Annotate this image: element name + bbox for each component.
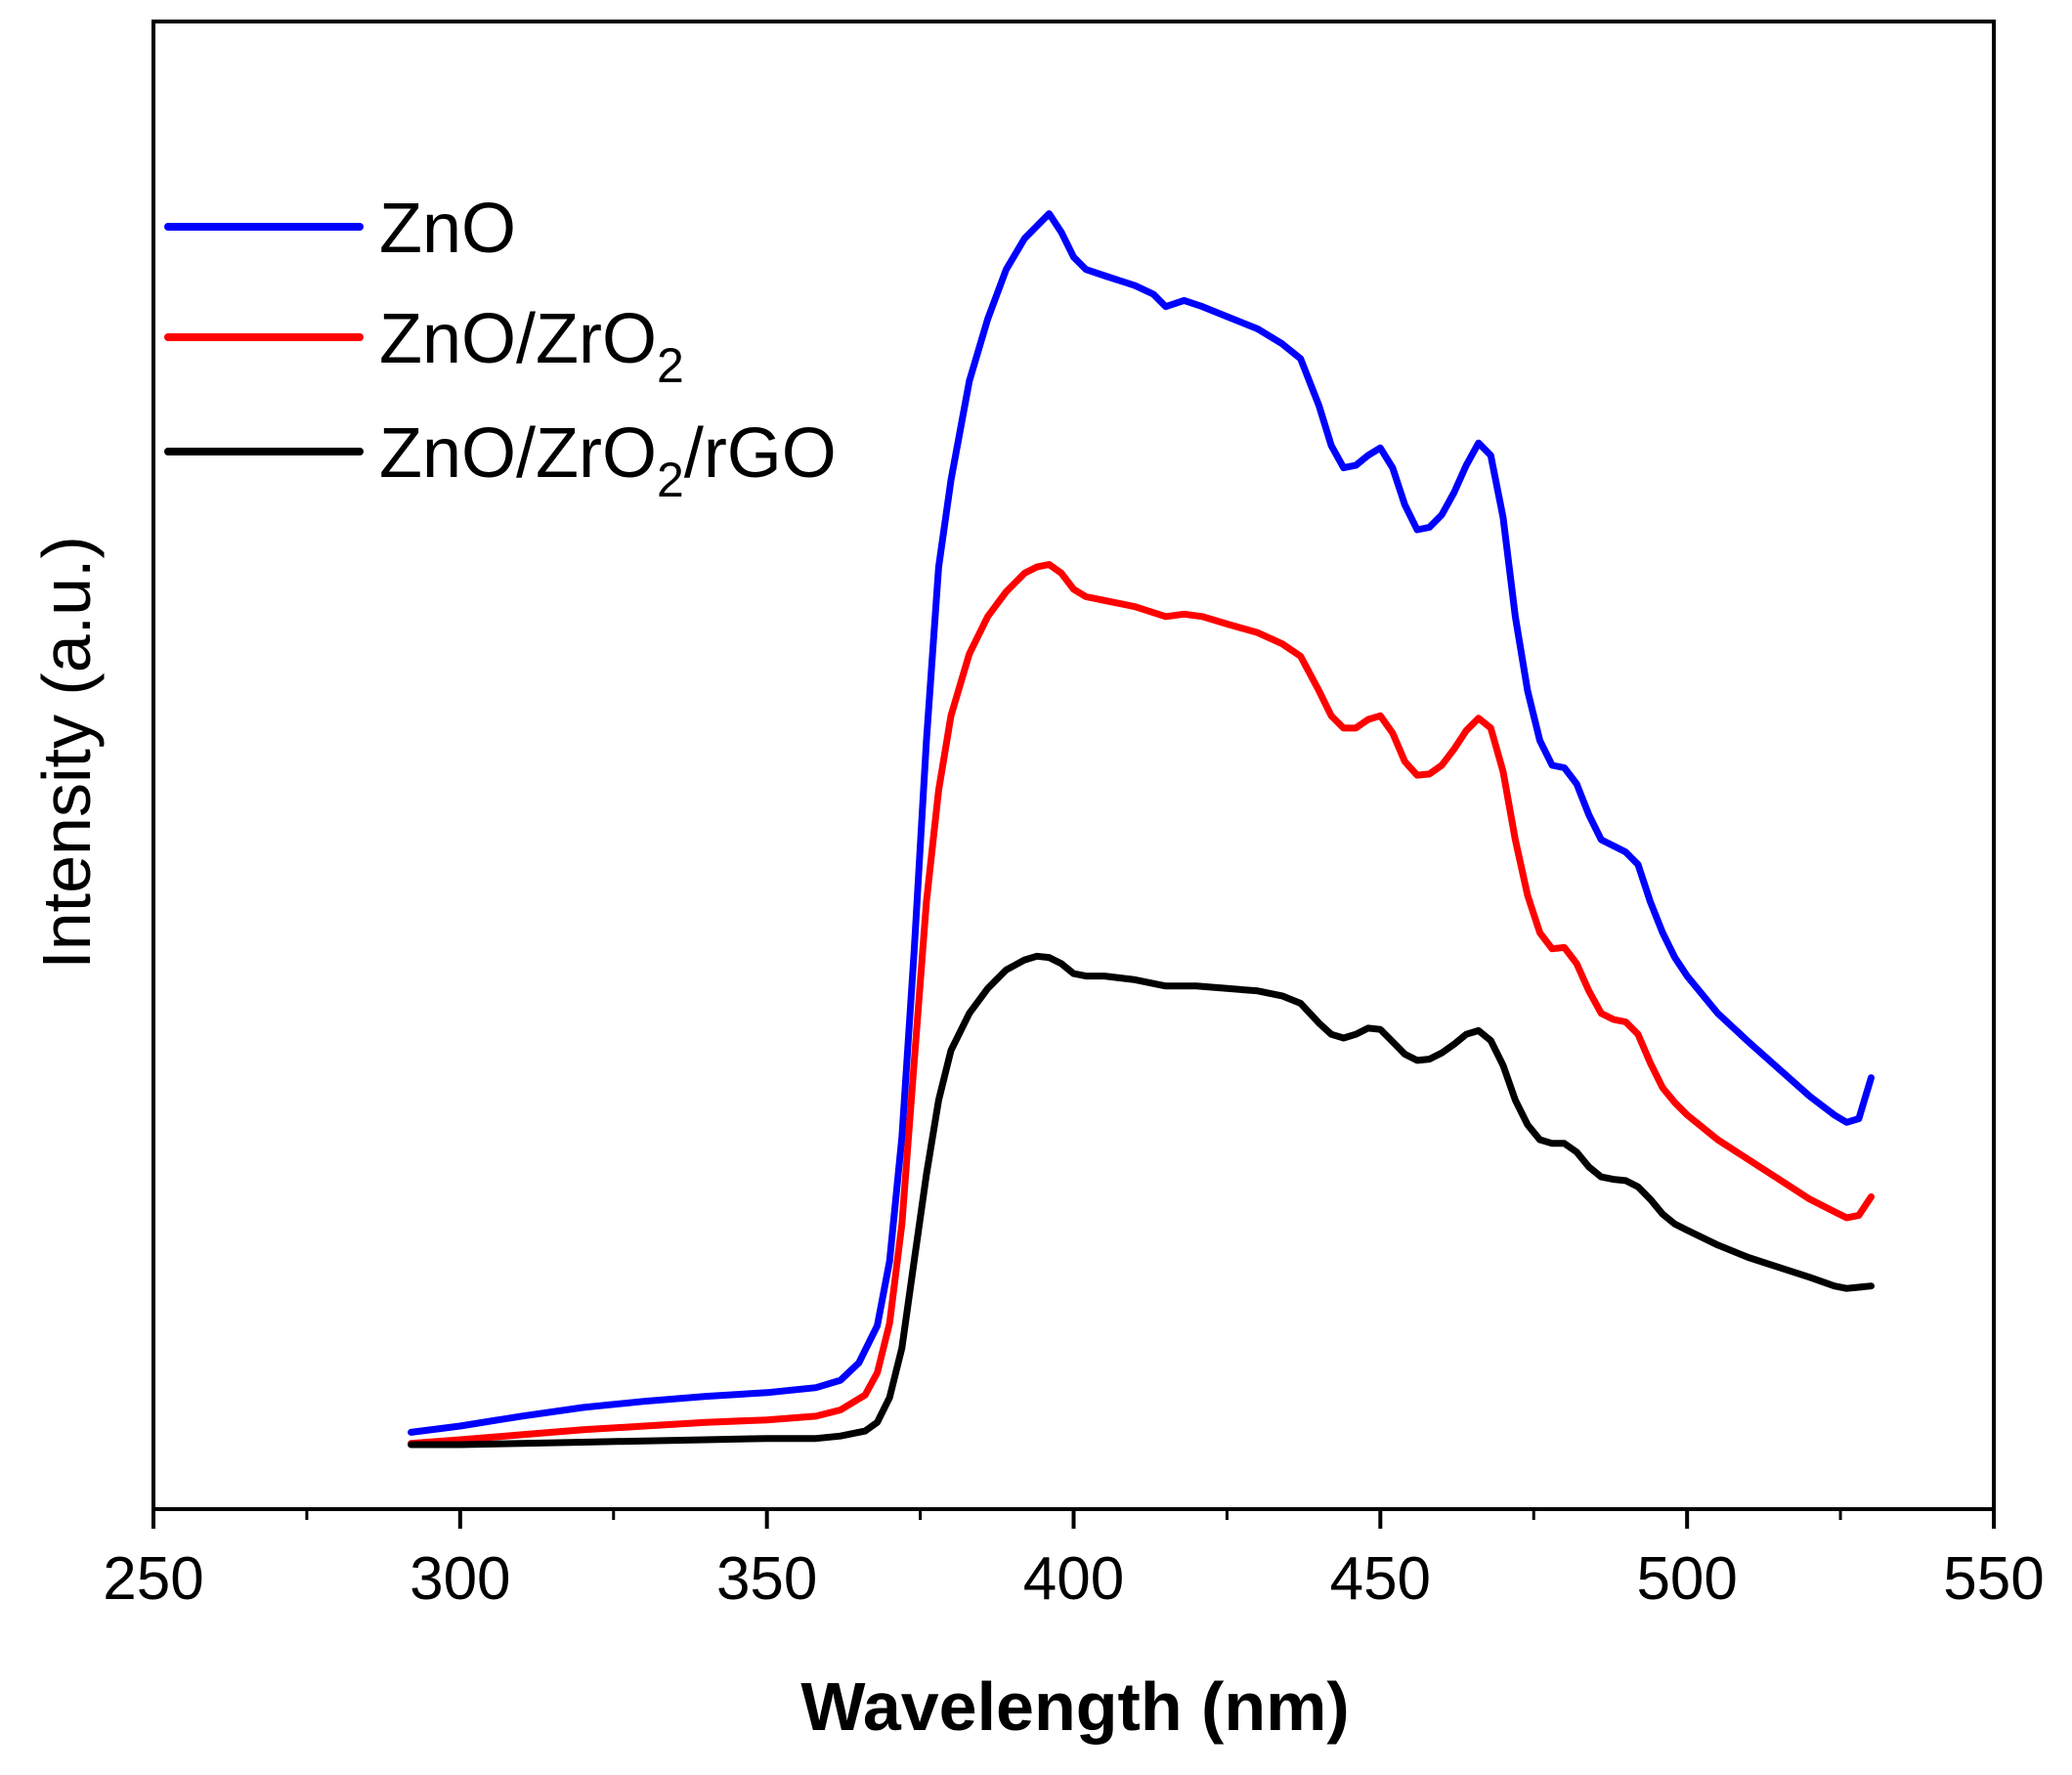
y-axis-title: Intensity (a.u.) [28,536,105,970]
x-tick-label-300: 300 [410,1545,510,1613]
legend-label-0: ZnO [379,190,516,268]
x-tick-label-500: 500 [1636,1545,1737,1613]
x-tick-label-450: 450 [1330,1545,1431,1613]
x-tick-label-350: 350 [716,1545,817,1613]
series-lines [408,210,1875,1449]
x-tick-label-400: 400 [1023,1545,1124,1613]
x-tick-label-250: 250 [103,1545,203,1613]
series-line-1 [408,561,1875,1448]
legend: ZnO ZnO/ZrO2 ZnO/ZrO2/rGO [164,190,837,507]
x-tick-label-550: 550 [1943,1545,2044,1613]
x-axis-ticks: 250 300 350 400 450 500 550 [103,1509,2045,1613]
series-line-0 [408,210,1875,1436]
legend-label-1: ZnO/ZrO2 [379,300,684,393]
x-axis-title: Wavelength (nm) [800,1668,1349,1745]
series-line-2 [408,952,1875,1449]
legend-label-2: ZnO/ZrO2/rGO [379,414,837,507]
